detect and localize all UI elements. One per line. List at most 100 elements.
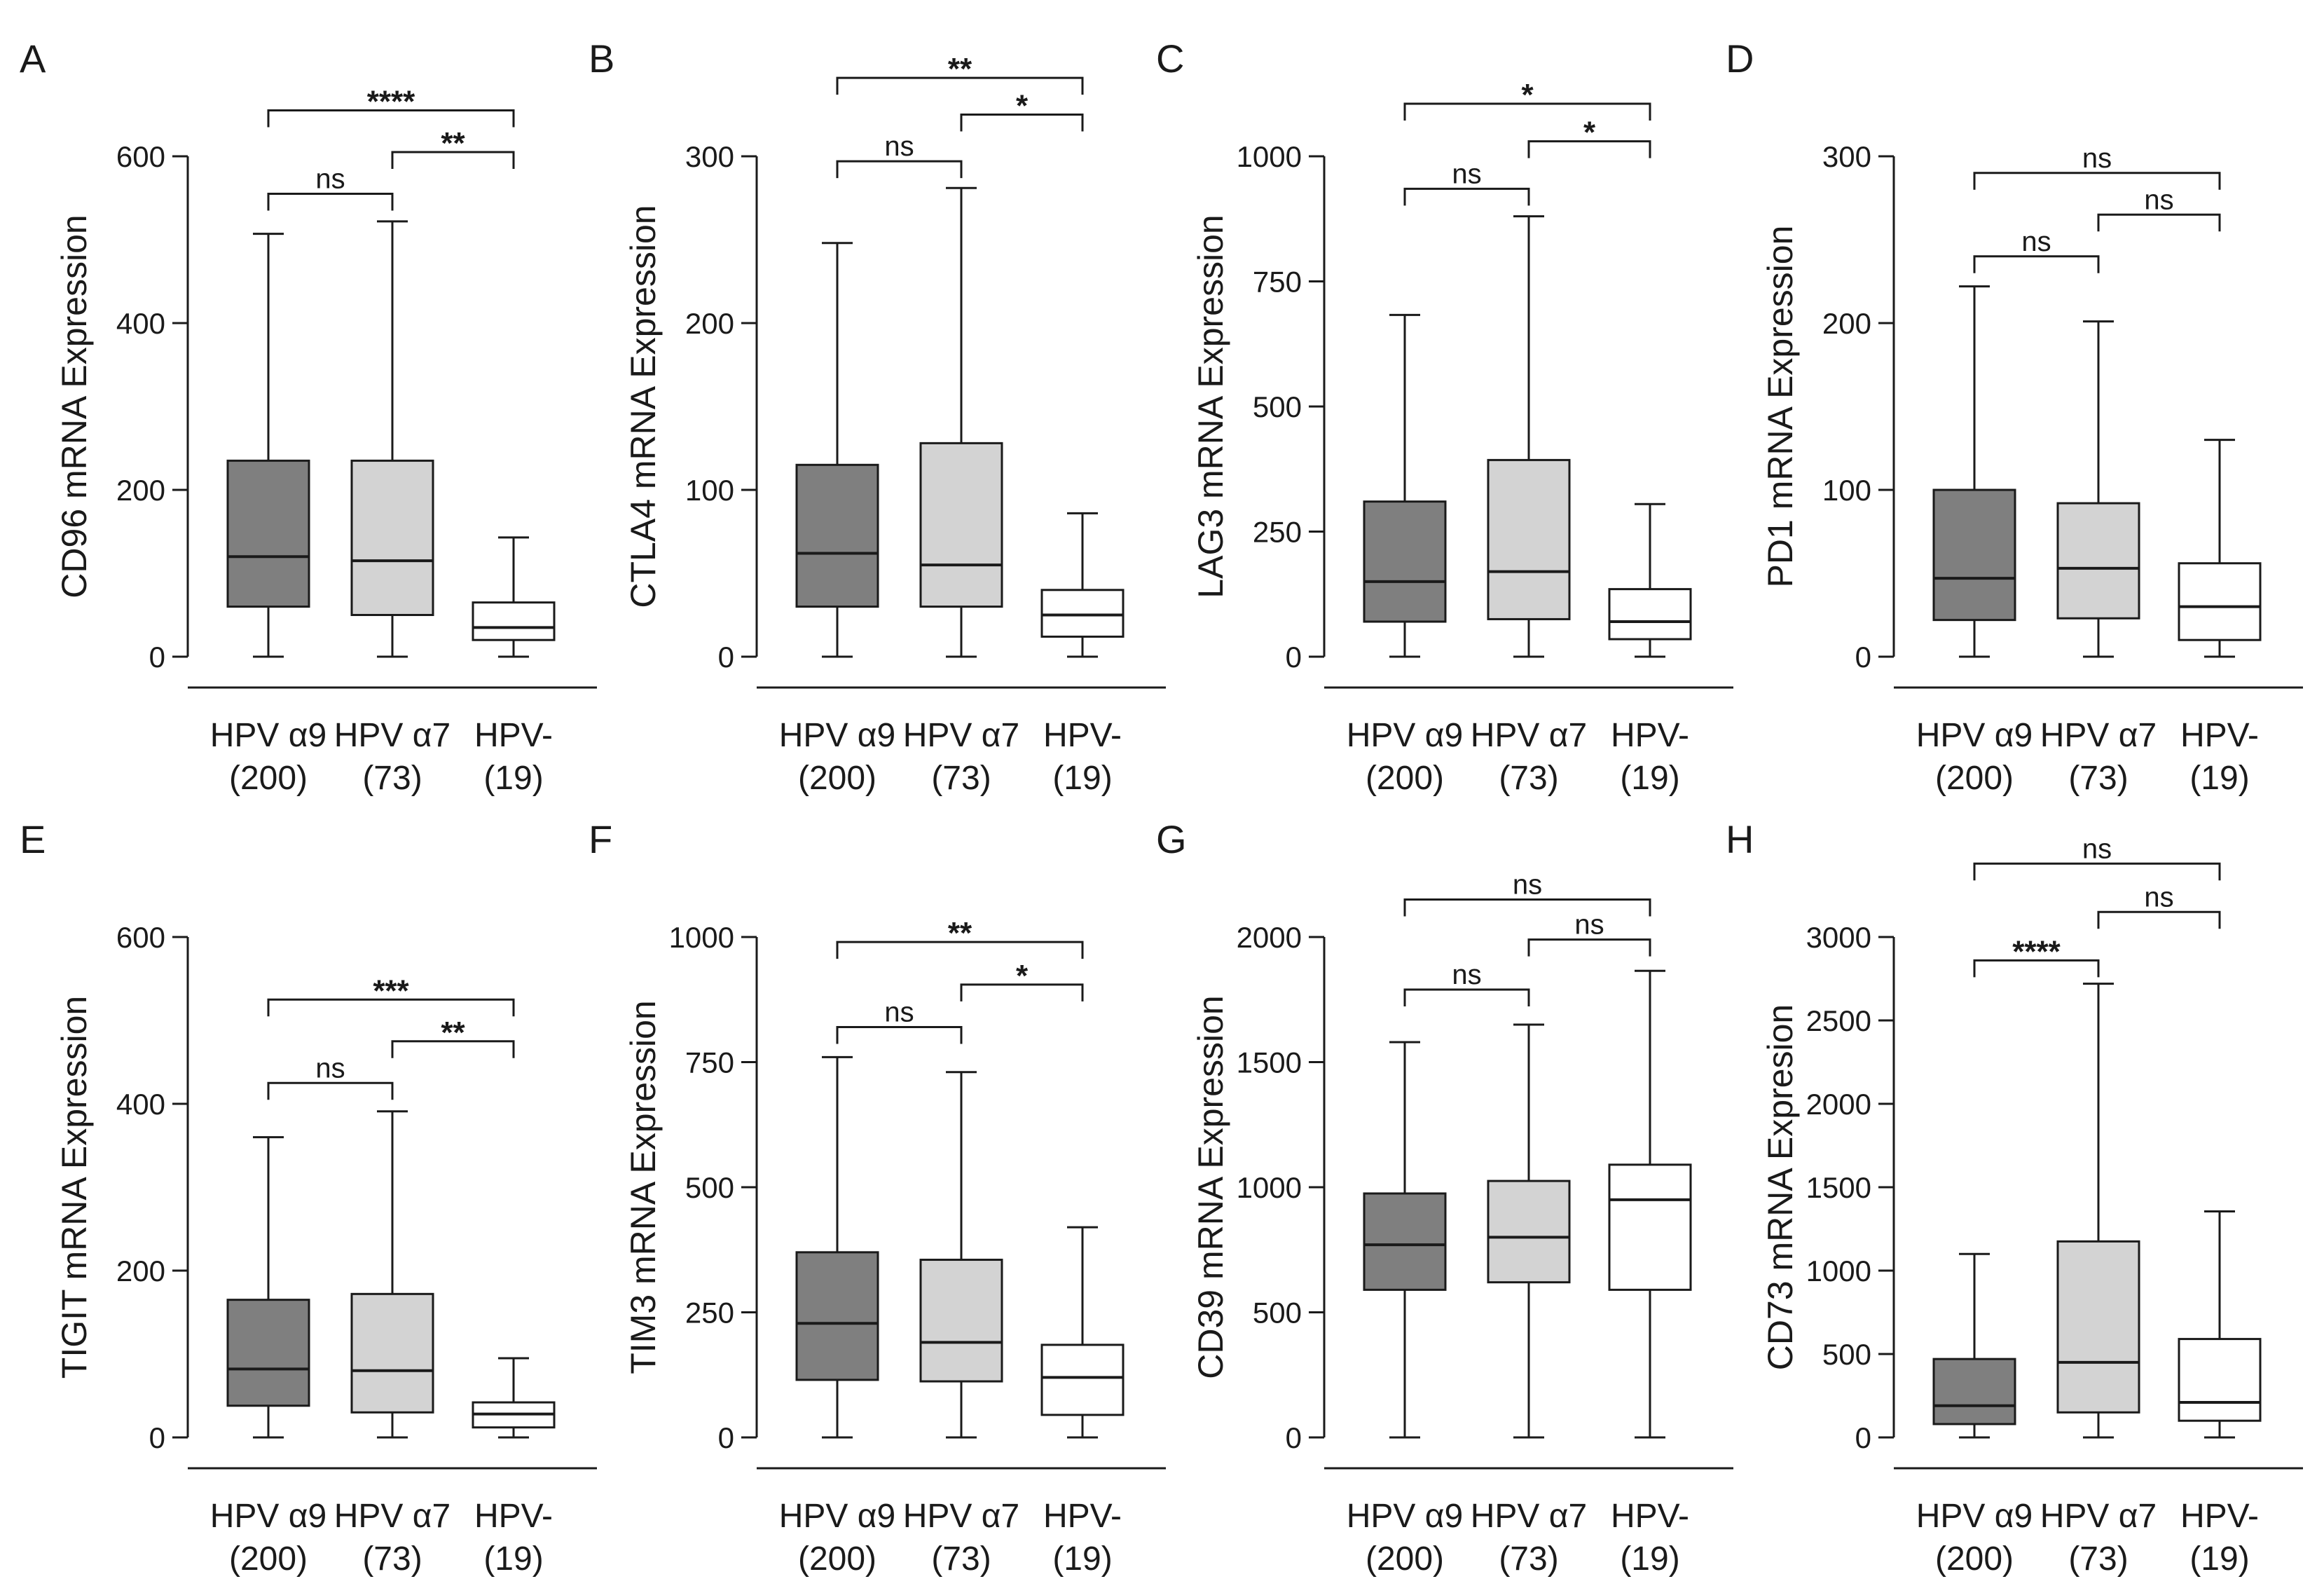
significance-bracket-0: ns — [267, 164, 394, 211]
box-2 — [2178, 439, 2262, 658]
panel-label: D — [1726, 36, 1754, 81]
x-count-label: (73) — [1499, 1540, 1558, 1578]
y-tick-label: 250 — [1253, 516, 1302, 549]
y-axis-label: LAG3 mRNA Expression — [1191, 214, 1230, 598]
box-0 — [1932, 285, 2016, 658]
bracket-line — [1527, 140, 1651, 158]
significance-label: ns — [315, 1053, 345, 1083]
x-count-label: (19) — [483, 760, 543, 797]
x-tick-label: HPV α7 — [903, 1498, 1019, 1535]
y-tick-label: 500 — [1822, 1338, 1871, 1371]
y-tick-label: 1000 — [1237, 140, 1302, 173]
significance-label: ns — [315, 164, 345, 195]
y-tick-label: 100 — [685, 474, 734, 507]
box-1 — [2056, 983, 2140, 1439]
box-iqr — [1932, 488, 2016, 622]
box-iqr — [919, 442, 1003, 608]
x-count-label: (73) — [362, 1540, 422, 1578]
significance-bracket-0: ns — [836, 997, 963, 1044]
y-tick-label: 3000 — [1806, 921, 1871, 954]
y-tick-label: 1000 — [1237, 1171, 1302, 1204]
bracket-line — [1527, 938, 1651, 957]
significance-label: * — [1521, 78, 1534, 112]
box-2 — [472, 1357, 556, 1439]
box-iqr — [919, 1259, 1003, 1383]
x-count-label: (200) — [1366, 760, 1444, 797]
box-iqr — [350, 1292, 434, 1414]
x-tick-label: HPV α9 — [210, 717, 326, 754]
significance-label: ** — [948, 52, 972, 86]
y-tick-label: 0 — [149, 1421, 165, 1454]
significance-label: ns — [1574, 910, 1604, 941]
bracket-line — [836, 941, 1084, 959]
x-count-label: (200) — [1935, 1540, 2014, 1578]
y-tick-label: 1500 — [1806, 1171, 1871, 1204]
y-tick-label: 0 — [1286, 1421, 1302, 1454]
bracket-line — [1403, 898, 1651, 917]
x-count-label: (19) — [2189, 760, 2249, 797]
x-tick-label: HPV- — [1043, 1498, 1122, 1535]
box-1 — [919, 186, 1003, 658]
y-tick-label: 1500 — [1237, 1046, 1302, 1079]
significance-label: ns — [2082, 833, 2112, 864]
box-iqr — [2178, 562, 2262, 641]
box-0 — [795, 1055, 879, 1439]
box-iqr — [1363, 500, 1447, 623]
x-count-label: (73) — [362, 760, 422, 797]
box-iqr — [2178, 1338, 2262, 1422]
y-axis-label: CD39 mRNA Expression — [1191, 995, 1230, 1379]
y-tick-label: 600 — [116, 921, 165, 954]
x-count-label: (73) — [2068, 760, 2128, 797]
box-iqr — [1608, 1163, 1692, 1291]
box-1 — [350, 1110, 434, 1439]
y-tick-label: 200 — [1822, 307, 1871, 340]
bracket-line — [1973, 255, 2100, 273]
box-iqr — [472, 601, 556, 641]
bracket-line — [1973, 172, 2221, 190]
bracket-line — [267, 109, 515, 128]
x-count-label: (19) — [1620, 760, 1679, 797]
y-tick-label: 400 — [116, 307, 165, 340]
significance-bracket-2: ns — [1973, 143, 2221, 190]
x-tick-label: HPV α7 — [1471, 717, 1587, 754]
bracket-line — [1403, 187, 1530, 206]
panel-label: C — [1156, 36, 1184, 81]
x-tick-label: HPV- — [474, 1498, 553, 1535]
panel-c: C LAG3 mRNA Expression 0 250 500 750 1000 HPV α… — [1156, 36, 1733, 797]
significance-label: ** — [948, 916, 972, 950]
x-tick-label: HPV- — [1611, 1498, 1689, 1535]
panel-label: G — [1156, 817, 1187, 861]
panel-label: F — [589, 817, 612, 861]
significance-bracket-2: **** — [267, 85, 515, 128]
panel-label: B — [589, 36, 614, 81]
box-0 — [1932, 1252, 2016, 1439]
y-tick-label: 100 — [1822, 474, 1871, 507]
y-axis-label: TIM3 mRNA Expression — [624, 1000, 663, 1374]
significance-bracket-0: ns — [1403, 158, 1530, 206]
bracket-line — [267, 1081, 394, 1100]
significance-label: * — [1016, 89, 1029, 123]
significance-label: **** — [367, 85, 415, 119]
x-tick-label: HPV- — [474, 717, 553, 754]
bracket-line — [267, 998, 515, 1017]
box-iqr — [1487, 1180, 1571, 1284]
bracket-line — [836, 76, 1084, 95]
box-iqr — [1487, 458, 1571, 620]
box-iqr — [1040, 1344, 1125, 1416]
y-tick-label: 0 — [1286, 641, 1302, 674]
y-tick-label: 750 — [1253, 266, 1302, 299]
box-iqr — [1363, 1192, 1447, 1291]
significance-bracket-1: ns — [2097, 882, 2221, 929]
significance-label: ns — [2021, 226, 2051, 257]
bracket-line — [2097, 910, 2221, 929]
box-1 — [1487, 1023, 1571, 1439]
significance-bracket-0: ns — [1973, 226, 2100, 273]
box-iqr — [795, 463, 879, 608]
y-tick-label: 2000 — [1806, 1088, 1871, 1121]
y-axis-label: PD1 mRNA Expression — [1761, 226, 1800, 588]
y-tick-label: 250 — [685, 1297, 734, 1329]
box-2 — [1608, 969, 1692, 1439]
y-tick-label: 300 — [685, 140, 734, 173]
y-tick-label: 200 — [116, 474, 165, 507]
